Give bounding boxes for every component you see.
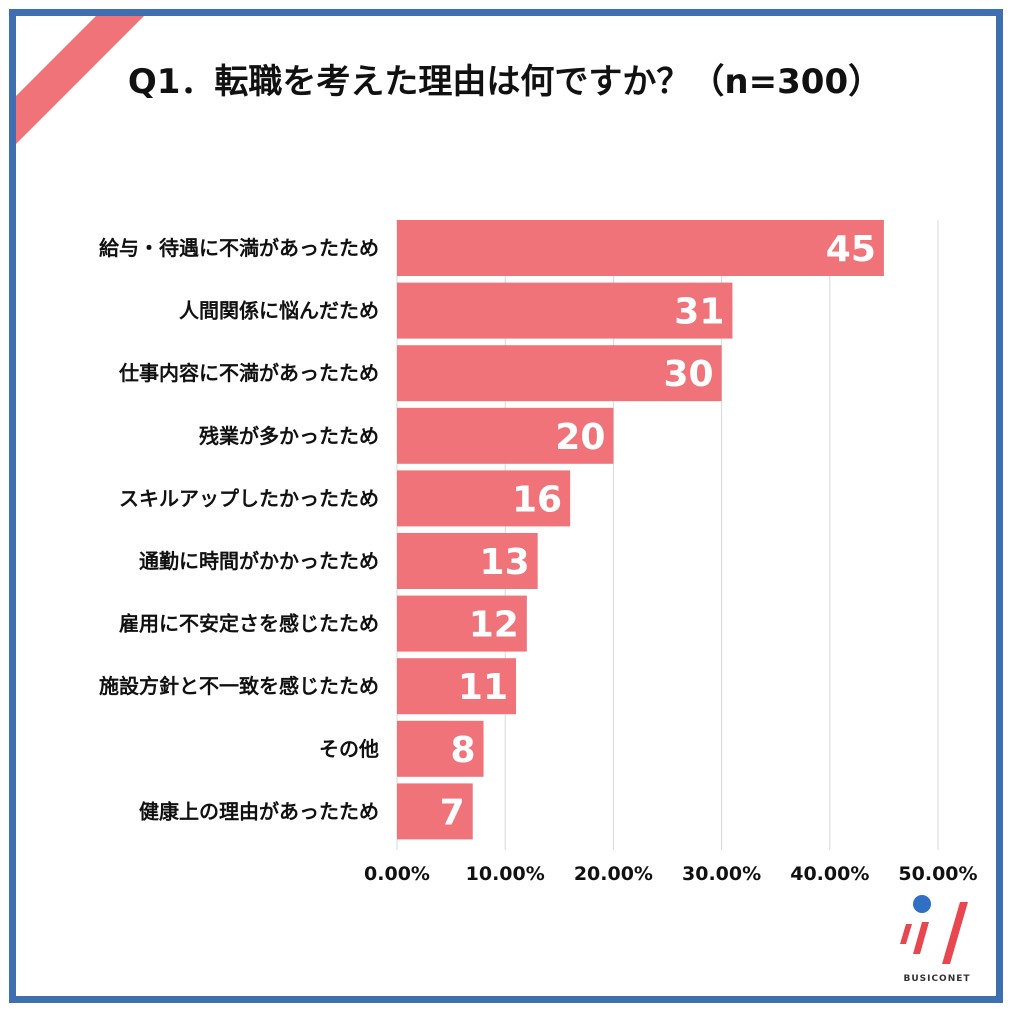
category-label-0: 給与・待遇に不満があったため [99,236,379,260]
category-label-6: 雇用に不安定さを感じたため [119,612,379,636]
x-tick-label-2: 20.00% [574,863,653,885]
category-label-2: 仕事内容に不満があったため [118,361,379,385]
logo-mark-icon [900,895,968,964]
category-label-8: その他 [319,737,379,761]
bar-9 [397,783,473,840]
bar-0 [397,220,884,276]
value-label-0: 45 [826,229,876,270]
category-label-3: 残業が多かったため [199,424,379,448]
bar-7 [397,658,517,715]
bar-1 [397,282,733,339]
value-label-2: 30 [663,354,713,395]
category-label-7: 施設方針と不一致を感じたため [99,674,379,698]
value-label-6: 12 [469,605,519,646]
x-tick-label-3: 30.00% [682,863,761,885]
bar-4 [397,470,571,527]
bar-2 [397,345,722,402]
value-label-9: 7 [440,792,465,833]
bar-6 [397,595,527,652]
category-label-5: 通勤に時間がかかったため [139,549,379,573]
value-label-5: 13 [480,542,530,583]
bar-5 [397,533,538,589]
x-tick-label-5: 50.00% [898,863,977,885]
x-tick-label-1: 10.00% [466,863,545,885]
x-tick-label-0: 0.00% [364,863,430,885]
bar-8 [397,720,484,777]
brand-name: BUSICONET [903,974,971,984]
value-label-7: 11 [458,667,508,708]
value-label-8: 8 [450,730,475,771]
category-label-1: 人間関係に悩んだため [179,299,379,323]
value-label-4: 16 [512,479,562,520]
value-label-3: 20 [555,417,605,458]
x-tick-label-4: 40.00% [790,863,869,885]
value-label-1: 31 [674,292,724,333]
category-label-4: スキルアップしたかったため [119,486,379,510]
bar-3 [397,407,614,464]
category-label-9: 健康上の理由があったため [139,799,379,823]
busiconet-logo: BUSICONET [896,892,978,988]
chart-title: Q1．転職を考えた理由は何ですか？（n=300） [127,62,883,102]
